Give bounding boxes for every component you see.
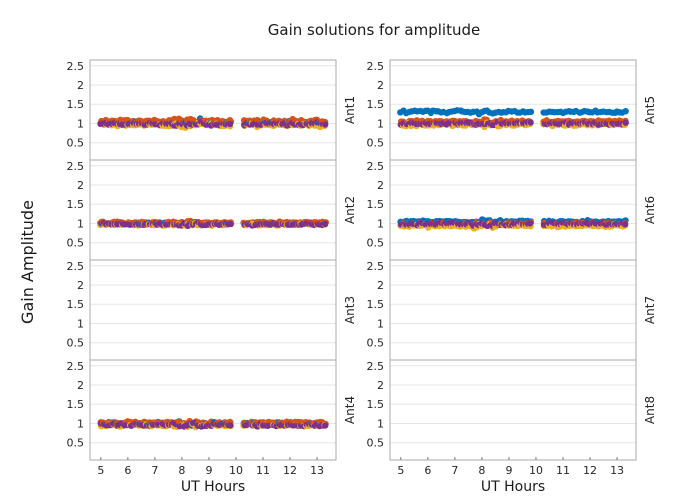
panel-ant4: 0.5 1 1.5 2 2.5 Ant4 5 6 7 8 9 10 11 12 13 — [67, 359, 357, 477]
y-tick-label: 0.5 — [67, 337, 85, 350]
panel-frame — [89, 59, 337, 161]
antenna-label: Ant2 — [343, 196, 357, 224]
y-tick-label: 0.5 — [67, 237, 85, 250]
panel-grid: 0.5 1 1.5 2 2.5 Ant1 0.5 1 1.5 2 2.5 Ant2 0.5 1 1.5 2 2.… — [67, 59, 657, 477]
x-axis-label-left: UT Hours — [181, 479, 245, 495]
antenna-label: Ant4 — [343, 396, 357, 424]
antenna-label: Ant1 — [343, 96, 357, 124]
y-tick-label: 0.5 — [67, 137, 85, 150]
y-tick-label: 2 — [77, 279, 84, 292]
y-tick-label: 1 — [377, 317, 384, 330]
y-axis-label: Gain Amplitude — [18, 200, 37, 324]
data-point — [226, 120, 234, 128]
y-tick-label: 0.5 — [367, 137, 385, 150]
data-point — [622, 119, 629, 126]
x-tick-label: 13 — [610, 464, 624, 477]
y-tick-label: 2 — [77, 379, 84, 392]
data-point — [321, 121, 329, 128]
y-tick-label: 1.5 — [67, 398, 85, 411]
panel-frame — [389, 359, 637, 461]
x-tick-label: 7 — [151, 464, 158, 477]
x-tick-label: 11 — [256, 464, 270, 477]
antenna-label: Ant3 — [343, 296, 357, 324]
panel-frame — [389, 159, 637, 261]
y-tick-label: 0.5 — [367, 337, 385, 350]
data-point — [622, 107, 629, 115]
y-tick-label: 1 — [77, 317, 84, 330]
y-tick-label: 1 — [377, 117, 384, 130]
y-tick-label: 1 — [77, 217, 84, 230]
data-point — [527, 119, 534, 126]
y-tick-label: 1.5 — [67, 298, 85, 311]
y-tick-label: 1.5 — [367, 398, 385, 411]
x-tick-label: 6 — [124, 464, 131, 477]
y-tick-label: 1 — [377, 217, 384, 230]
data-point — [527, 108, 535, 116]
y-tick-label: 1.5 — [67, 198, 85, 211]
y-tick-label: 1 — [77, 417, 84, 430]
x-tick-label: 5 — [397, 464, 404, 477]
y-tick-label: 1 — [77, 117, 84, 130]
panel-ant2: 0.5 1 1.5 2 2.5 Ant2 — [67, 159, 357, 261]
y-tick-label: 0.5 — [67, 437, 85, 450]
x-tick-label: 13 — [310, 464, 324, 477]
x-tick-label: 12 — [283, 464, 297, 477]
y-tick-label: 1.5 — [367, 98, 385, 111]
antenna-label: Ant5 — [643, 96, 657, 124]
panel-ant6: 0.5 1 1.5 2 2.5 Ant6 — [367, 159, 657, 261]
antenna-label: Ant7 — [643, 296, 657, 324]
x-tick-label: 11 — [556, 464, 570, 477]
y-tick-label: 2.5 — [367, 260, 385, 273]
data-point — [526, 220, 534, 227]
x-axis-label-right: UT Hours — [481, 479, 545, 495]
data-point — [227, 422, 234, 429]
chart-title: Gain solutions for amplitude — [268, 21, 480, 39]
panel-ant3: 0.5 1 1.5 2 2.5 Ant3 — [67, 259, 357, 361]
panel-frame — [389, 259, 637, 361]
data-point — [621, 221, 629, 228]
panel-ant1: 0.5 1 1.5 2 2.5 Ant1 — [67, 59, 357, 161]
y-tick-label: 2 — [377, 179, 384, 192]
panel-ant7: 0.5 1 1.5 2 2.5 Ant7 — [367, 259, 657, 361]
y-tick-label: 1.5 — [67, 98, 85, 111]
antenna-label: Ant8 — [643, 396, 657, 424]
y-tick-label: 2.5 — [67, 360, 85, 373]
x-tick-label: 8 — [478, 464, 485, 477]
y-tick-label: 2.5 — [67, 160, 85, 173]
y-tick-label: 2.5 — [367, 160, 385, 173]
antenna-label: Ant6 — [643, 196, 657, 224]
panel-frame — [89, 259, 337, 361]
data-point — [227, 220, 234, 228]
data-point — [322, 422, 329, 429]
y-tick-label: 2 — [377, 379, 384, 392]
x-tick-label: 9 — [505, 464, 512, 477]
y-tick-label: 0.5 — [367, 237, 385, 250]
x-tick-label: 8 — [178, 464, 185, 477]
y-tick-label: 2.5 — [67, 260, 85, 273]
y-tick-label: 1 — [377, 417, 384, 430]
y-tick-label: 2.5 — [367, 60, 385, 73]
y-tick-label: 1.5 — [367, 298, 385, 311]
y-tick-label: 2 — [77, 79, 84, 92]
y-tick-label: 0.5 — [367, 437, 385, 450]
x-tick-label: 9 — [205, 464, 212, 477]
x-tick-label: 10 — [229, 464, 243, 477]
panel-frame — [89, 159, 337, 261]
x-tick-label: 7 — [451, 464, 458, 477]
x-tick-label: 6 — [424, 464, 431, 477]
y-tick-label: 1.5 — [367, 198, 385, 211]
x-tick-label: 10 — [529, 464, 543, 477]
x-tick-label: 5 — [97, 464, 104, 477]
y-tick-label: 2 — [377, 279, 384, 292]
panel-ant5: 0.5 1 1.5 2 2.5 Ant5 — [367, 59, 657, 161]
y-tick-label: 2.5 — [367, 360, 385, 373]
y-tick-label: 2 — [377, 79, 384, 92]
panel-frame — [89, 359, 337, 461]
y-tick-label: 2 — [77, 179, 84, 192]
panel-ant8: 0.5 1 1.5 2 2.5 Ant8 5 6 7 8 9 10 11 12 13 — [367, 359, 657, 477]
data-point — [321, 220, 329, 228]
y-tick-label: 2.5 — [67, 60, 85, 73]
x-tick-label: 12 — [583, 464, 597, 477]
